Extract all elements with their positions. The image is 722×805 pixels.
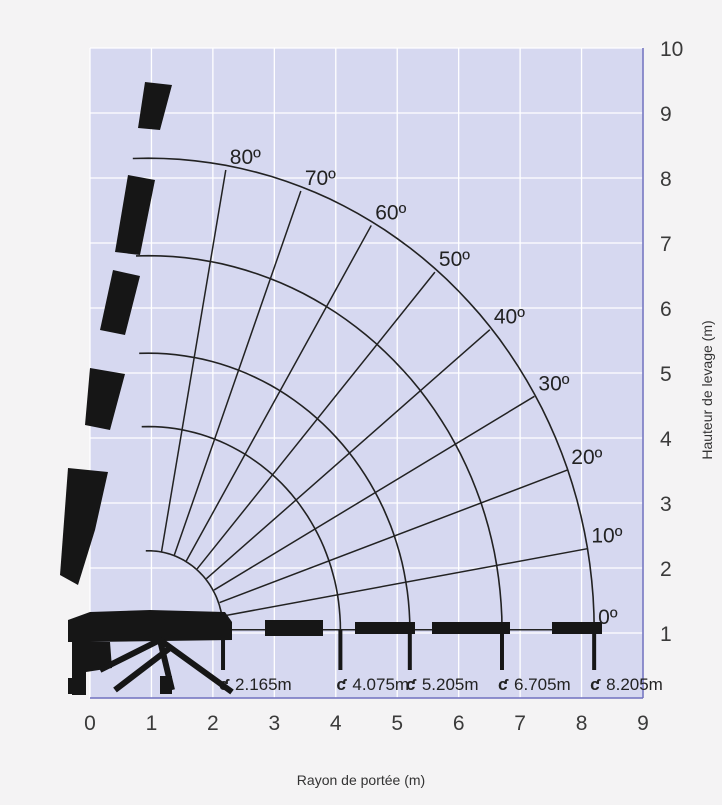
crane-base xyxy=(68,610,232,642)
x-axis-title: Rayon de portée (m) xyxy=(296,772,426,788)
x-tick-label: 9 xyxy=(637,712,649,735)
y-tick-label: 5 xyxy=(660,363,672,386)
x-tick-label: 0 xyxy=(84,712,96,735)
angle-line xyxy=(205,329,491,580)
hook-icon: ƈ xyxy=(406,675,417,694)
angle-line xyxy=(173,190,302,556)
reach-curve xyxy=(145,550,224,630)
x-tick-label: 6 xyxy=(453,712,465,735)
reach-curve xyxy=(135,254,503,630)
x-tick-label: 7 xyxy=(514,712,526,735)
x-tick-label: 8 xyxy=(576,712,588,735)
x-tick-label: 5 xyxy=(391,712,403,735)
boom-section xyxy=(265,620,323,636)
hook-icon: ƈ xyxy=(498,675,509,694)
reach-curve xyxy=(139,352,411,630)
reach-label: 8.205m xyxy=(606,675,663,694)
boom-section xyxy=(552,622,602,634)
reach-label: 2.165m xyxy=(235,675,292,694)
hook-icon: ƈ xyxy=(590,675,601,694)
y-tick-label: 7 xyxy=(660,233,672,256)
crane-illustration xyxy=(60,82,602,695)
boom-raised-20 xyxy=(60,468,108,585)
boom-section xyxy=(355,622,415,634)
y-tick-label: 3 xyxy=(660,493,672,516)
hook-icon: ƈ xyxy=(336,675,347,694)
crane-foot-right xyxy=(160,676,172,694)
x-tick-label: 2 xyxy=(207,712,219,735)
y-tick-label: 6 xyxy=(660,298,672,321)
angle-line xyxy=(219,469,568,604)
angle-label: 70º xyxy=(305,167,336,190)
angle-label: 60º xyxy=(375,201,406,224)
x-tick-label: 4 xyxy=(330,712,342,735)
labels: 0 1 2 3 4 5 6 7 8 9 1 2 3 4 5 6 7 8 9 10 0º 10º 20º 30º 40º 50º 60… xyxy=(84,38,683,735)
angle-label: 10º xyxy=(591,525,622,548)
reach-curve xyxy=(132,157,595,630)
reach-label: 4.075m xyxy=(352,675,409,694)
boom-section xyxy=(432,622,510,634)
y-tick-label: 4 xyxy=(660,428,672,451)
angle-label: 40º xyxy=(494,306,525,329)
angle-label: 0º xyxy=(598,606,618,629)
reach-label: 5.205m xyxy=(422,675,479,694)
y-tick-label: 9 xyxy=(660,103,672,126)
angle-line xyxy=(213,395,535,591)
reach-label: 6.705m xyxy=(514,675,571,694)
angle-line xyxy=(196,271,436,570)
reach-curve xyxy=(141,425,342,630)
crane-foot-left xyxy=(68,678,86,694)
y-tick-label: 2 xyxy=(660,558,672,581)
y-tick-label: 1 xyxy=(660,623,672,646)
angle-label: 20º xyxy=(571,446,602,469)
x-tick-label: 3 xyxy=(268,712,280,735)
boom-raised-45 xyxy=(85,368,125,430)
y-axis-title: Hauteur de levage (m) xyxy=(699,320,715,460)
angle-line xyxy=(185,225,372,562)
angle-line xyxy=(160,169,227,552)
angle-label: 80º xyxy=(230,146,261,169)
boom-raised-60 xyxy=(100,270,140,335)
boom-raised-70 xyxy=(115,175,155,255)
boom-raised-80 xyxy=(138,82,172,130)
angle-label: 30º xyxy=(538,372,569,395)
x-tick-label: 1 xyxy=(146,712,158,735)
y-tick-label: 8 xyxy=(660,168,672,191)
y-tick-label: 10 xyxy=(660,38,683,61)
angle-label: 50º xyxy=(439,248,470,271)
